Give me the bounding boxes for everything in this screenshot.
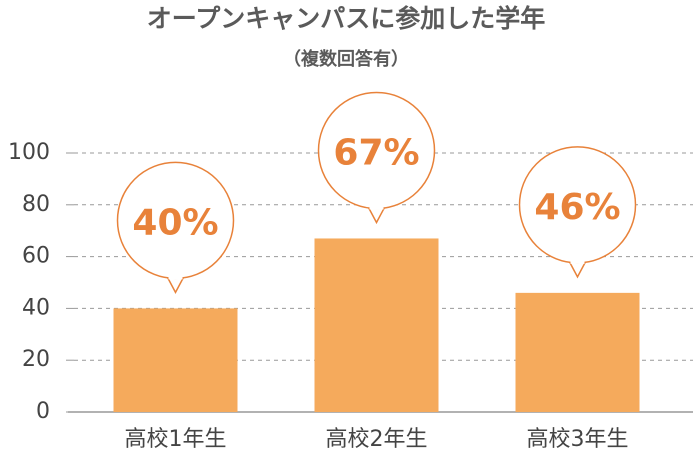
x-tick-label: 高校2年生	[326, 427, 428, 452]
callout-joint	[168, 275, 183, 280]
value-label: 67%	[333, 132, 419, 173]
bar	[515, 292, 640, 412]
y-tick-label: 40	[22, 295, 50, 320]
x-tick-label: 高校1年生	[125, 427, 227, 452]
bar	[314, 238, 439, 412]
chart-title: オープンキャンパスに参加した学年	[147, 4, 546, 33]
callout-bubble	[166, 277, 185, 294]
callout-bubble	[568, 261, 587, 279]
callout-joint	[570, 259, 585, 264]
y-tick-label: 60	[22, 244, 50, 269]
y-tick-label: 80	[22, 192, 50, 217]
y-tick-label: 0	[36, 399, 50, 424]
value-label: 40%	[132, 202, 218, 243]
chart-subtitle: （複数回答有）	[283, 48, 409, 70]
x-tick-label: 高校3年生	[527, 427, 629, 452]
callout-joint	[369, 205, 384, 210]
callout-bubble	[367, 207, 386, 225]
y-tick-label: 20	[22, 347, 50, 372]
bar	[113, 308, 238, 412]
y-tick-label: 100	[8, 140, 50, 165]
value-label: 46%	[534, 187, 620, 228]
